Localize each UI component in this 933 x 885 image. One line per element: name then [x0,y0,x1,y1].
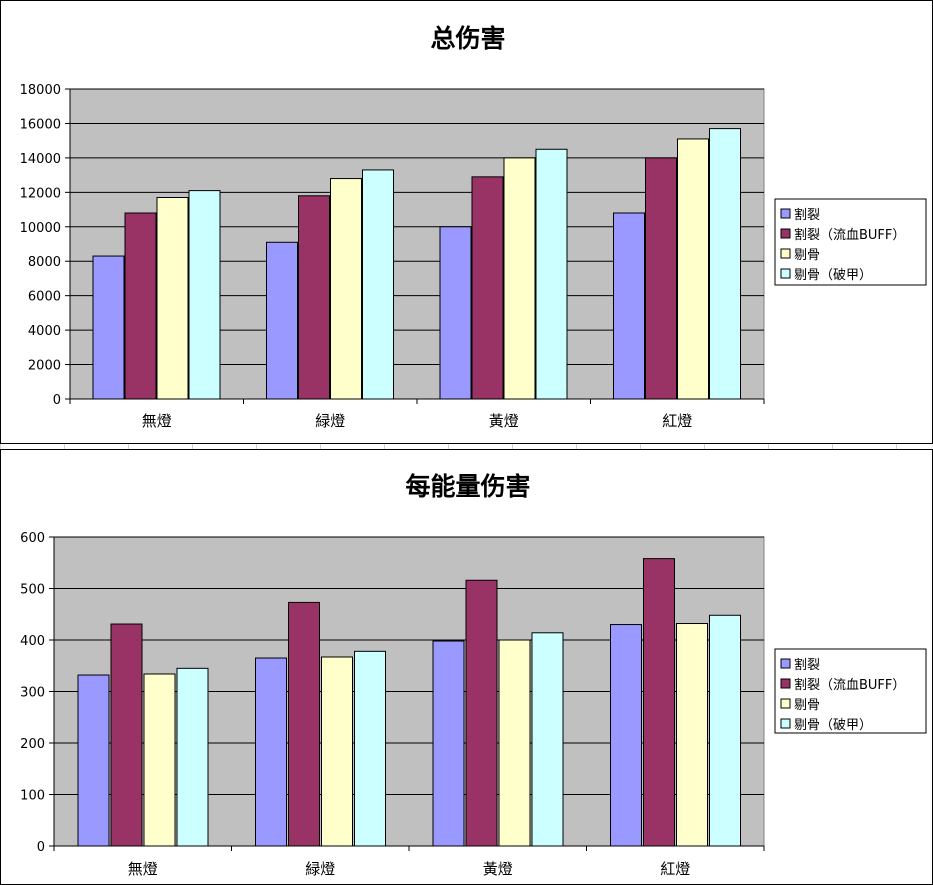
chart2-bar [709,614,741,847]
chart1-bar [535,148,568,400]
chart2-y-tick-label: 500 [20,583,45,598]
chart2-bar [255,657,287,847]
chart2-bar [610,624,642,847]
chart1-y-tick-label: 8000 [28,255,61,270]
chart2-category-label: 黃燈 [483,860,513,878]
chart1-bar [613,212,645,400]
chart1-legend-swatch [780,228,791,239]
chart2-bar [432,640,465,847]
chart2-y-tick-label: 100 [20,789,45,804]
chart2-category-label: 無燈 [128,860,158,878]
chart1-legend-label: 剔骨（破甲） [794,268,872,283]
chart2-legend [774,648,927,734]
chart1-bar [330,178,362,400]
damage-per-energy-chart-svg: 每能量伤害 0 100 200 300 400 500 600 無燈 緑燈 黃燈 紅燈 割裂割裂（流血B… [20,472,927,878]
chart1-title: 总伤害 [430,24,505,53]
chart1-bar [645,157,677,400]
chart1-bar [362,169,394,400]
chart1-y-tick-label: 12000 [20,186,61,201]
chart1-y-tick-label: 0 [53,393,61,408]
total-damage-chart[interactable]: 总伤害 0 2000 4000 6000 8000 10000 12000 14000 16000… [0,0,933,444]
chart1-category-label: 緑燈 [315,412,345,430]
chart2-y-tick-label: 600 [20,531,45,546]
chart2-bar [531,632,564,847]
chart2-category-label: 紅燈 [660,860,690,878]
chart2-bar [465,579,498,847]
chart1-y-tick-label: 18000 [20,83,61,98]
chart1-legend-label: 剔骨 [794,248,820,263]
chart1-bar [471,176,504,400]
chart1-y-tick-label: 14000 [20,152,61,167]
chart1-y-tick-label: 10000 [20,221,61,236]
chart1-category-label: 紅燈 [662,412,692,430]
chart1-legend-swatch [780,268,791,279]
chart2-bar [321,656,353,847]
chart1-y-tick-label: 4000 [28,324,61,339]
chart1-bar [709,128,741,400]
total-damage-chart-svg: 总伤害 0 2000 4000 6000 8000 10000 12000 14000 16000… [20,24,927,430]
chart2-bar [643,558,675,847]
chart1-legend-label: 割裂 [794,207,820,223]
chart1-y-tick-label: 2000 [28,359,61,374]
chart1-bar [503,157,536,400]
chart1-legend-label: 割裂（流血BUFF） [794,227,905,243]
chart2-y-tick-label: 0 [37,840,45,855]
chart2-bar [288,601,320,847]
chart1-category-label: 黃燈 [489,412,519,430]
chart2-legend-swatch [780,678,791,689]
chart2-bar [498,639,531,847]
chart2-bar [354,650,386,847]
chart1-bar [92,255,125,400]
chart2-legend-label: 割裂（流血BUFF） [794,677,905,693]
chart2-y-tick-label: 300 [20,686,45,701]
chart1-category-label: 無燈 [142,412,172,430]
chart1-bar [266,241,298,400]
chart1-y-tick-label: 6000 [28,290,61,305]
chart2-bar [110,623,143,847]
chart2-bar [176,667,209,847]
damage-per-energy-chart[interactable]: 每能量伤害 0 100 200 300 400 500 600 無燈 緑燈 黃燈 紅燈 割裂割裂（流血B… [0,449,933,885]
chart2-bar [676,623,708,847]
chart2-y-tick-label: 200 [20,737,45,752]
chart2-legend-label: 割裂 [794,657,820,673]
chart2-y-tick-label: 400 [20,634,45,649]
chart2-legend-swatch [780,698,791,709]
chart1-bar [156,197,189,400]
chart1-legend-swatch [780,208,791,219]
chart2-legend-swatch [780,658,791,669]
chart1-y-tick-label: 16000 [20,117,61,132]
chart1-bar [188,190,221,400]
chart2-title: 每能量伤害 [405,472,530,501]
chart1-legend [774,198,927,286]
chart2-bar [77,674,110,847]
chart1-bar [439,226,472,400]
chart2-category-label: 緑燈 [305,860,335,878]
chart2-legend-swatch [780,718,791,729]
chart2-legend-label: 剔骨 [794,698,820,713]
chart1-bar [677,138,709,400]
chart2-bar [143,673,176,847]
chart1-bar [298,195,330,400]
chart1-bar [124,212,157,400]
chart2-legend-label: 剔骨（破甲） [794,718,872,733]
chart1-legend-swatch [780,248,791,259]
